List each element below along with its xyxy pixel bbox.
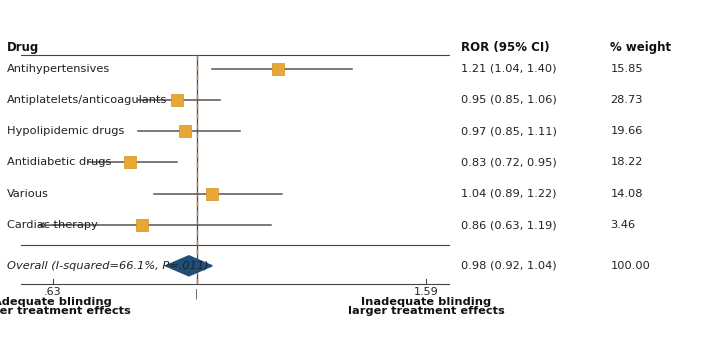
- Text: 15.85: 15.85: [610, 64, 643, 74]
- Text: 0.97 (0.85, 1.11): 0.97 (0.85, 1.11): [461, 126, 556, 136]
- Text: 19.66: 19.66: [610, 126, 643, 136]
- Text: Antiplatelets/anticoagulants: Antiplatelets/anticoagulants: [7, 95, 168, 105]
- Text: 18.22: 18.22: [610, 157, 643, 168]
- Text: ROR (95% CI): ROR (95% CI): [461, 41, 549, 54]
- Text: Cardiac therapy: Cardiac therapy: [7, 220, 98, 230]
- Text: |: |: [195, 288, 198, 298]
- Polygon shape: [166, 256, 212, 276]
- Text: 0.86 (0.63, 1.19): 0.86 (0.63, 1.19): [461, 220, 556, 230]
- Text: larger treatment effects: larger treatment effects: [348, 306, 505, 316]
- Text: 1.21 (1.04, 1.40): 1.21 (1.04, 1.40): [461, 64, 556, 74]
- Text: Adequate blinding: Adequate blinding: [0, 297, 112, 307]
- Text: 0.95 (0.85, 1.06): 0.95 (0.85, 1.06): [461, 95, 556, 105]
- Text: Various: Various: [7, 189, 49, 199]
- Text: 14.08: 14.08: [610, 189, 643, 199]
- Text: Antidiabetic drugs: Antidiabetic drugs: [7, 157, 111, 168]
- Text: larger treatment effects: larger treatment effects: [0, 306, 131, 316]
- Text: % weight: % weight: [610, 41, 672, 54]
- Text: Hypolipidemic drugs: Hypolipidemic drugs: [7, 126, 124, 136]
- Text: Drug: Drug: [7, 41, 39, 54]
- Text: 28.73: 28.73: [610, 95, 643, 105]
- Text: 0.98 (0.92, 1.04): 0.98 (0.92, 1.04): [461, 261, 556, 271]
- Text: Antihypertensives: Antihypertensives: [7, 64, 111, 74]
- Text: Inadequate blinding: Inadequate blinding: [361, 297, 491, 307]
- Text: 100.00: 100.00: [610, 261, 650, 271]
- Text: .63: .63: [44, 288, 61, 297]
- Text: 3.46: 3.46: [610, 220, 635, 230]
- Text: 0.83 (0.72, 0.95): 0.83 (0.72, 0.95): [461, 157, 556, 168]
- Text: 1.59: 1.59: [414, 288, 439, 297]
- Text: 1.04 (0.89, 1.22): 1.04 (0.89, 1.22): [461, 189, 556, 199]
- Text: Overall (I-squared=66.1%, P=.011): Overall (I-squared=66.1%, P=.011): [7, 261, 208, 271]
